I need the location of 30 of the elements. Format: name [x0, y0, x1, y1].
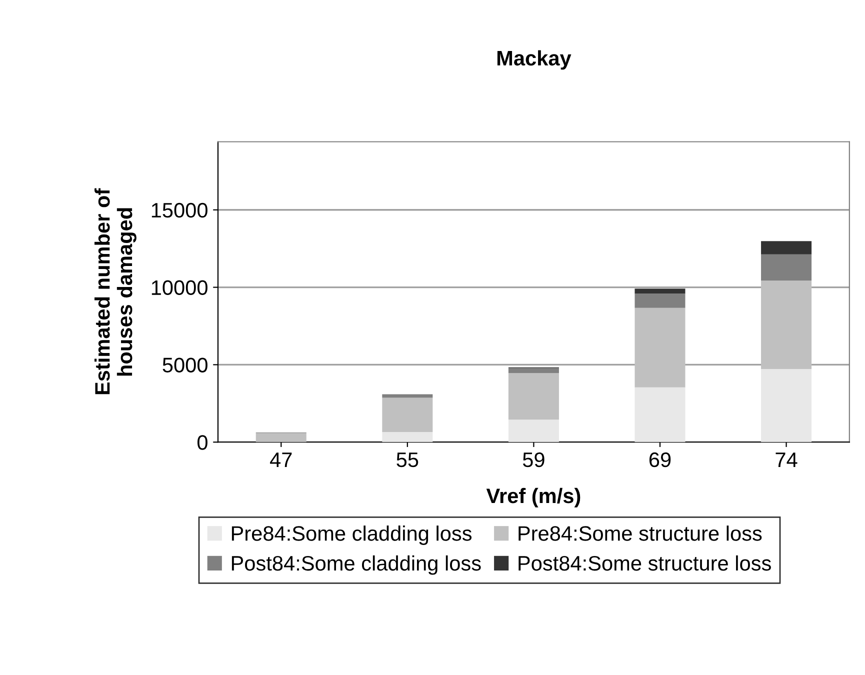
x-tick-label: 59 [522, 452, 544, 468]
legend-label: Post84:Some structure loss [518, 555, 771, 571]
x-tick-label: 55 [396, 452, 418, 468]
legend-label: Pre84:Some structure loss [518, 526, 762, 541]
bar [634, 387, 686, 442]
bar [382, 398, 433, 432]
bar [634, 308, 686, 388]
legend-label: Post84:Some cladding loss [232, 555, 481, 575]
bar [382, 432, 433, 442]
bar [508, 420, 559, 442]
legend-label: Pre84:Some cladding loss [232, 526, 472, 545]
bar [508, 368, 559, 374]
bar [761, 241, 812, 254]
x-tick-label: 69 [649, 452, 671, 468]
y-tick-label: 5000 [162, 358, 208, 372]
y-tick-label: 15000 [152, 202, 208, 218]
y-tick-label: 0 [197, 435, 208, 450]
chart-title: Mackay [497, 50, 572, 70]
bar [634, 294, 686, 308]
y-tick-label: 10000 [152, 280, 208, 296]
bar [761, 280, 812, 370]
bar [761, 254, 812, 281]
bar [256, 432, 306, 442]
bar [508, 373, 559, 420]
y-axis-title: Estimated number of houses damaged [94, 188, 136, 394]
bar [761, 369, 812, 442]
bar [634, 288, 686, 294]
x-tick-label: 47 [270, 452, 292, 467]
x-axis-title: Vref (m/s) [486, 488, 580, 508]
x-tick-label: 74 [776, 452, 798, 467]
